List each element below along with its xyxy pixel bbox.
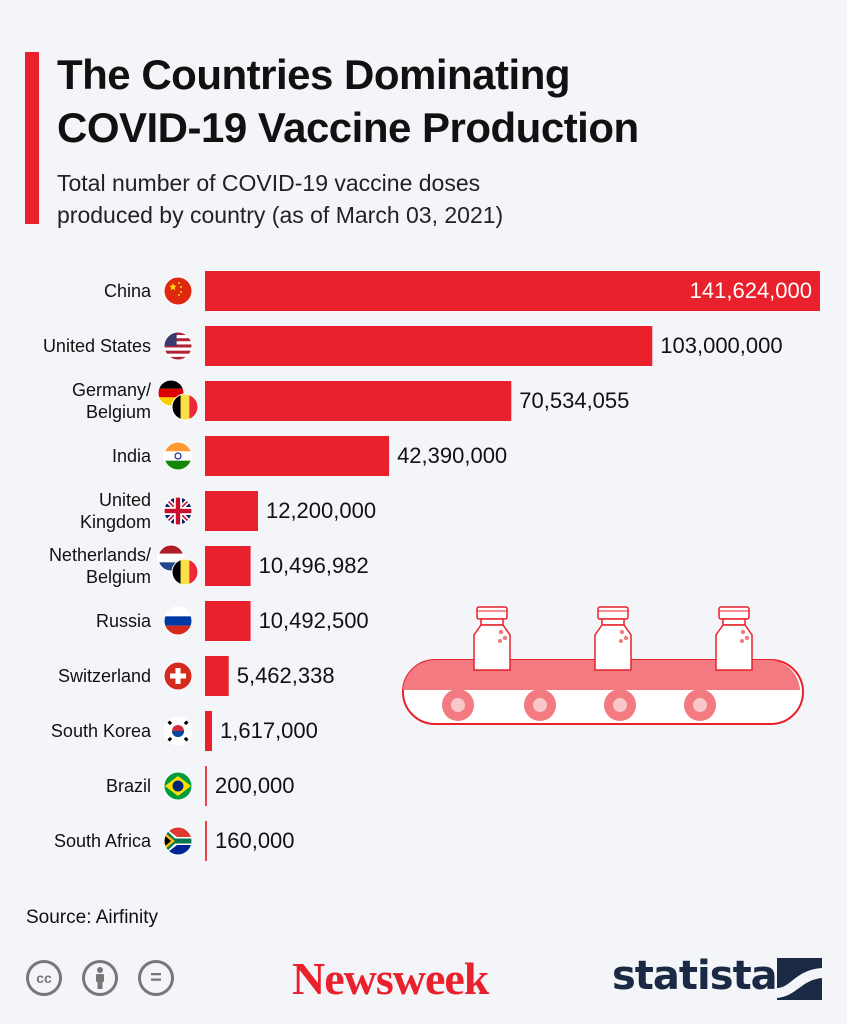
source-note: Source: Airfinity [26,907,158,928]
category-label-line: United [99,490,151,510]
category-label-line: India [112,446,152,466]
flag-belgium-icon [171,558,199,586]
category-label-line: Germany/ [72,380,151,400]
category-label-line: Russia [96,611,152,631]
bar [205,546,251,586]
no-derivatives-icon: = [138,960,174,996]
title-accent-bar [25,52,39,224]
data-label: 10,496,982 [259,553,369,578]
vaccine-vial-icon [473,606,511,671]
category-label-line: Belgium [86,402,151,422]
flag-south-korea-icon [163,716,193,746]
category-label-line: China [104,281,152,301]
category-label: Germany/Belgium [72,380,151,422]
bar [205,271,820,311]
title-line-2: COVID-19 Vaccine Production [57,104,639,151]
belt-roller-hub [451,698,465,712]
title-line-1: The Countries Dominating [57,51,571,98]
flag-uk-icon [163,496,193,526]
flag-india-icon [163,441,193,471]
license-icons: cc = [26,960,176,1000]
flag-switzerland-icon [163,661,193,691]
category-label: United Kingdom [80,490,151,532]
data-label: 12,200,000 [266,498,376,523]
flag-russia-icon [163,606,193,636]
category-label: China [104,281,152,301]
flag-brazil-icon [163,771,193,801]
data-label: 141,624,000 [690,278,812,303]
flag-germany-icon [157,379,185,407]
vaccine-vial-icon [715,606,753,671]
subtitle-line-1: Total number of COVID-19 vaccine doses [57,170,481,196]
subtitle-line-2: produced by country (as of March 03, 202… [57,202,504,228]
category-label: Netherlands/Belgium [49,545,151,587]
category-label-line: Kingdom [80,512,151,532]
flag-belgium-icon [171,393,199,421]
flag-netherlands-icon [157,544,185,572]
nd-icon-text: = [150,966,162,989]
belt-roller-hub [613,698,627,712]
cc-icon-text: cc [36,970,52,986]
data-label: 5,462,338 [237,663,335,688]
data-label: 70,534,055 [519,388,629,413]
bar [205,436,390,476]
category-label: Switzerland [58,666,151,686]
category-label: South Korea [51,721,152,741]
page-title: The Countries Dominating COVID-19 Vaccin… [57,48,817,154]
data-label: 160,000 [215,828,295,853]
statista-mark-icon [777,958,822,1000]
category-label: Brazil [106,776,151,796]
bar [205,381,512,421]
category-label: India [112,446,152,466]
data-label: 10,492,500 [259,608,369,633]
category-label-line: Switzerland [58,666,151,686]
bar [205,491,258,531]
cc-icon: cc [26,960,62,996]
category-label-line: South Korea [51,721,152,741]
bar [205,601,251,641]
data-label: 200,000 [215,773,295,798]
statista-logo: statista [612,953,778,999]
belt-roller-hub [533,698,547,712]
conveyor-belt-illustration [402,606,804,725]
bar [205,326,653,366]
category-label-line: Belgium [86,567,151,587]
bar [205,711,212,751]
newsweek-logo: Newsweek [292,953,489,1004]
flag-south-africa-icon [163,826,193,856]
category-label: South Africa [54,831,152,851]
category-label: United States [43,336,151,356]
attribution-icon [82,960,118,996]
page-subtitle: Total number of COVID-19 vaccine doses p… [57,167,817,231]
flag-china-icon [163,276,193,306]
category-label-line: Brazil [106,776,151,796]
category-label-line: South Africa [54,831,152,851]
bar [205,656,229,696]
person-icon [96,967,104,989]
flag-usa-icon [163,331,193,361]
vaccine-vial-icon [594,606,632,671]
category-label-line: Netherlands/ [49,545,151,565]
bar [205,766,207,806]
data-label: 1,617,000 [220,718,318,743]
category-label: Russia [96,611,152,631]
category-label-line: United States [43,336,151,356]
bar [205,821,207,861]
data-label: 103,000,000 [660,333,782,358]
data-label: 42,390,000 [397,443,507,468]
belt-roller-hub [693,698,707,712]
